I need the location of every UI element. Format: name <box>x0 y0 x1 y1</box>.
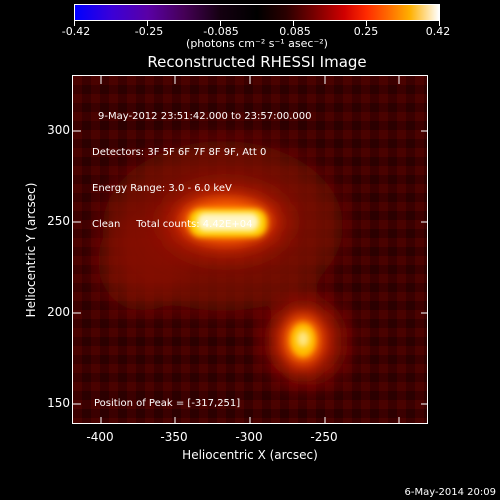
rhessi-image <box>72 75 428 424</box>
colorbar-tick-label: -0.42 <box>61 25 91 38</box>
colorbar-tick-label: -0.25 <box>134 25 164 38</box>
time-range-text: 9-May-2012 23:51:42.000 to 23:57:00.000 <box>98 111 312 122</box>
y-tick-label: 200 <box>47 305 70 319</box>
x-tick-label: -350 <box>160 430 188 444</box>
x-axis-label: Heliocentric X (arcsec) <box>182 448 318 462</box>
colorbar-tick <box>74 21 75 26</box>
x-tick-label: -300 <box>235 430 263 444</box>
image-canvas <box>73 76 427 423</box>
colorbar-tick <box>439 21 440 26</box>
observation-info: 9-May-2012 23:51:42.000 to 23:57:00.000 … <box>92 87 311 243</box>
detectors-text: Detectors: 3F 5F 6F 7F 8F 9F, Att 0 <box>92 147 267 158</box>
colorbar <box>74 4 440 21</box>
y-tick-label: 150 <box>47 396 70 410</box>
colorbar-tick-label: 0.25 <box>353 25 379 38</box>
peak-position-text: Position of Peak = [-317,251] <box>94 398 241 409</box>
main-source <box>166 189 286 255</box>
y-tick-label: 300 <box>47 123 70 137</box>
x-tick-label: -400 <box>86 430 114 444</box>
y-tick-label: 250 <box>47 214 70 228</box>
secondary-source <box>273 307 333 375</box>
x-tick-label: -250 <box>310 430 338 444</box>
colorbar-tick <box>293 21 294 26</box>
colorbar-gradient <box>75 5 439 20</box>
axis-ticks <box>73 76 427 423</box>
colorbar-tick <box>220 21 221 26</box>
colorbar-tick <box>147 21 148 26</box>
colorbar-unit-label: (photons cm⁻² s⁻¹ asec⁻²) <box>186 37 328 50</box>
clean-counts-text: Clean Total counts: 4.42E+04 <box>92 219 253 230</box>
colorbar-tick <box>366 21 367 26</box>
timestamp-footer: 6-May-2014 20:09 <box>404 487 496 498</box>
energy-range-text: Energy Range: 3.0 - 6.0 keV <box>92 183 232 194</box>
plot-title: Reconstructed RHESSI Image <box>147 53 367 71</box>
colorbar-tick-label: -0.085 <box>203 25 239 38</box>
colorbar-tick-label: 0.42 <box>425 25 451 38</box>
y-axis-label: Heliocentric Y (arcsec) <box>24 182 38 318</box>
colorbar-tick-label: 0.085 <box>279 25 311 38</box>
